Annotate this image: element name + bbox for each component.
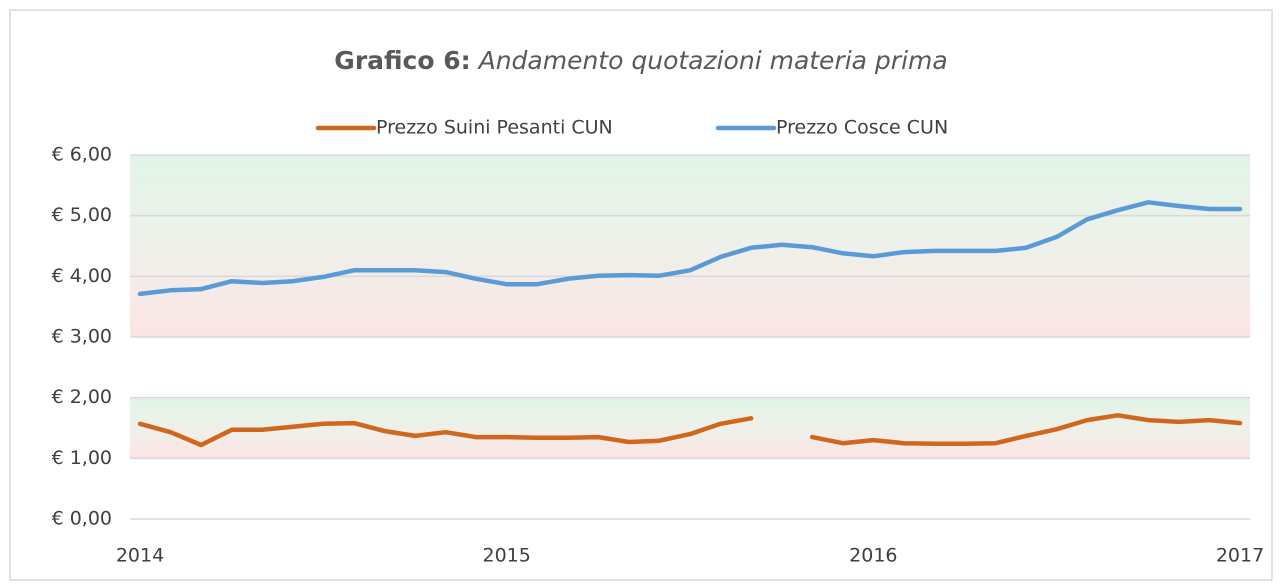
chart-title: Grafico 6: Andamento quotazioni materia … bbox=[334, 46, 947, 75]
series-line bbox=[137, 413, 1243, 448]
y-tick-label: € 4,00 bbox=[52, 265, 112, 287]
y-tick-label: € 0,00 bbox=[52, 508, 112, 530]
x-tick-label: 2014 bbox=[116, 545, 164, 567]
legend-label: Prezzo Suini Pesanti CUN bbox=[376, 117, 613, 139]
plot bbox=[137, 200, 1243, 448]
grid: € 0,00 € 1,00 € 2,00 € 3,00 € 4,00 € 5,00 € 6,… bbox=[52, 144, 1265, 567]
title-text: Andamento quotazioni materia prima bbox=[477, 46, 948, 75]
y-tick-label: € 6,00 bbox=[52, 144, 112, 166]
bands bbox=[130, 155, 1250, 459]
legend: Prezzo Suini Pesanti CUN Prezzo Cosce CUN bbox=[315, 117, 948, 139]
y-tick-label: € 2,00 bbox=[52, 386, 112, 408]
y-tick-label: € 1,00 bbox=[52, 447, 112, 469]
x-tick-label: 2015 bbox=[482, 545, 530, 567]
y-tick-label: € 3,00 bbox=[52, 326, 112, 348]
title-prefix: Grafico 6: bbox=[334, 46, 470, 75]
legend-label: Prezzo Cosce CUN bbox=[776, 117, 948, 139]
band bbox=[130, 155, 1250, 337]
series-line bbox=[137, 200, 1243, 297]
x-tick-label: 2017 bbox=[1216, 545, 1264, 567]
x-tick-label: 2016 bbox=[849, 545, 897, 567]
y-tick-label: € 5,00 bbox=[52, 204, 112, 226]
